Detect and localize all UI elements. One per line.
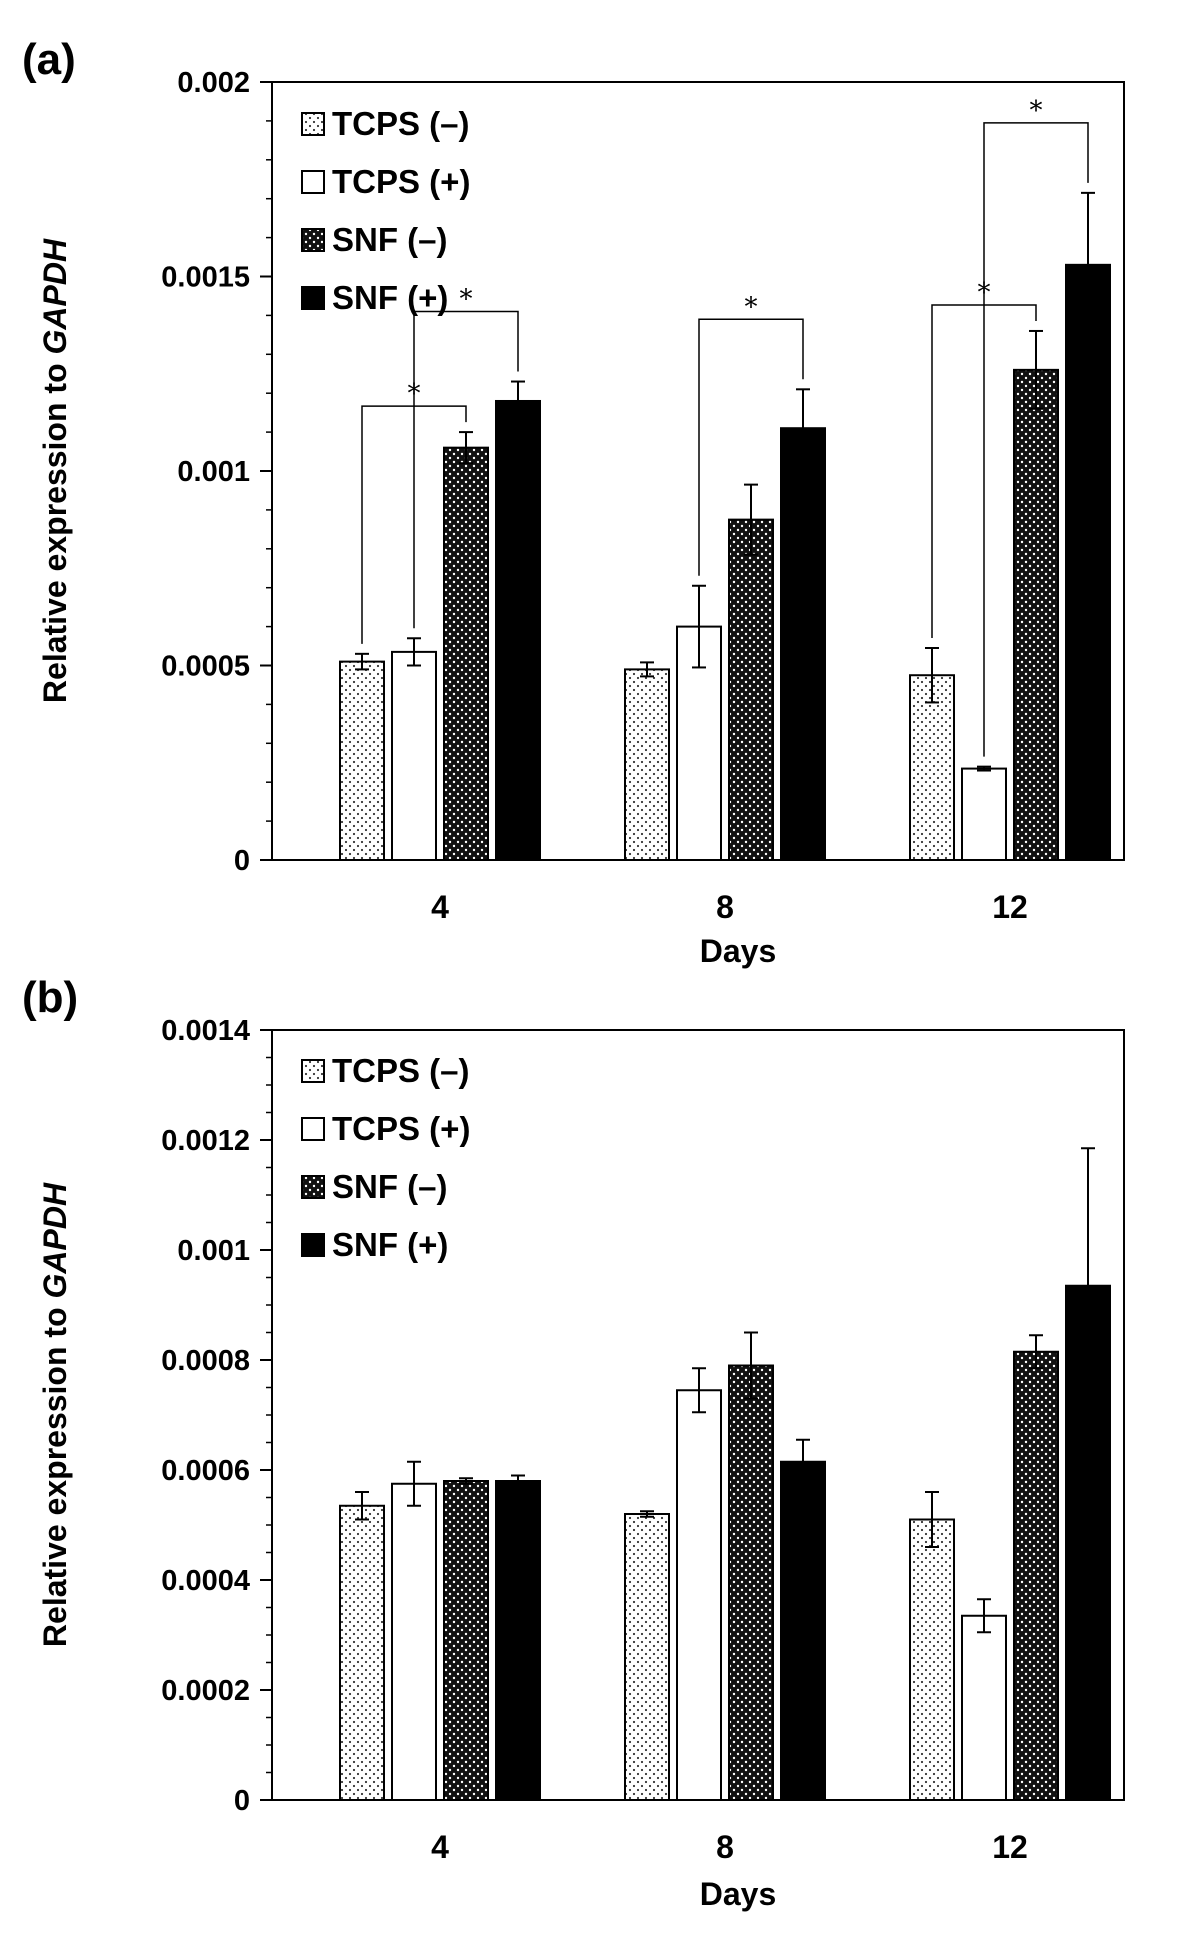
legend-label: SNF (+) [332,1226,448,1263]
bar [443,446,489,861]
significance-marker: * [1030,96,1043,126]
legend-label: SNF (+) [332,279,448,316]
legend-swatch [301,286,325,310]
legend-swatch [301,170,325,194]
panel-label: (a) [22,35,76,84]
x-axis-title: Days [700,933,777,969]
y-tick-label: 0.0006 [161,1455,250,1487]
y-tick-label: 0.0002 [161,1675,250,1707]
bar [961,767,1007,862]
bar [391,650,437,862]
y-axis-title-gene: GAPDH [37,1182,73,1298]
y-tick-label: 0.0004 [161,1565,250,1597]
legend-label: SNF (–) [332,1168,448,1205]
legend-label: TCPS (+) [332,163,470,200]
x-category-label: 4 [431,889,449,925]
y-axis-title-gene: GAPDH [37,238,73,354]
panel-label: (b) [22,973,78,1022]
x-category-label: 12 [992,889,1028,925]
y-tick-label: 0 [234,1785,250,1817]
bar [391,1482,437,1801]
y-axis-title-prefix: Relative expression to [37,1298,73,1647]
bar [780,1460,826,1801]
bar [1065,263,1111,861]
y-tick-label: 0.001 [177,1235,250,1267]
y-tick-label: 0.0005 [161,651,250,683]
y-tick-label: 0 [234,845,250,877]
legend-swatch [301,1117,325,1141]
legend-swatch [301,228,325,252]
significance-marker: * [745,292,758,322]
x-category-label: 12 [992,1829,1028,1865]
bar [728,1364,774,1801]
y-tick-label: 0.0015 [161,262,250,294]
bar [624,1513,670,1801]
legend-swatch [301,112,325,136]
y-tick-label: 0.002 [177,67,250,99]
legend-label: SNF (–) [332,221,448,258]
significance-bracket [413,310,519,629]
bar [495,399,541,861]
x-axis-title: Days [700,1876,777,1912]
legend-label: TCPS (–) [332,1052,470,1089]
y-tick-label: 0.001 [177,456,250,488]
chart-panel-a: 0 0.0005 0.001 0.0015 0.002 4 8 12 Days Relative … [22,35,1125,969]
y-axis-title: Relative expression to GAPDH [37,238,73,703]
bar [961,1614,1007,1801]
bar [1013,1350,1059,1801]
bar [443,1480,489,1801]
legend-label: TCPS (+) [332,1110,470,1147]
x-category-label: 8 [716,1829,734,1865]
legend-label: TCPS (–) [332,105,470,142]
x-category-label: 8 [716,889,734,925]
bar [624,668,670,862]
y-axis-title-prefix: Relative expression to [37,354,73,703]
chart-panel-b: 0 0.0002 0.0004 0.0006 0.0008 0.001 0.0012 0.00… [22,973,1125,1912]
y-tick-label: 0.0008 [161,1345,250,1377]
bar [495,1480,541,1801]
legend-swatch [301,1059,325,1083]
significance-marker: * [460,285,473,315]
bar [1013,368,1059,861]
significance-bracket [983,122,1089,757]
bar [780,427,826,861]
significance-bracket [698,318,804,576]
y-tick-label: 0.0014 [161,1015,250,1047]
y-axis-title: Relative expression to GAPDH [37,1182,73,1647]
y-tick-label: 0.0012 [161,1125,250,1157]
bar [909,1518,955,1801]
bar [909,674,955,861]
x-category-label: 4 [431,1829,449,1865]
bar [339,1504,385,1801]
bar [728,518,774,861]
bar [339,660,385,861]
legend-swatch [301,1233,325,1257]
legend-swatch [301,1175,325,1199]
bar [676,1389,722,1801]
